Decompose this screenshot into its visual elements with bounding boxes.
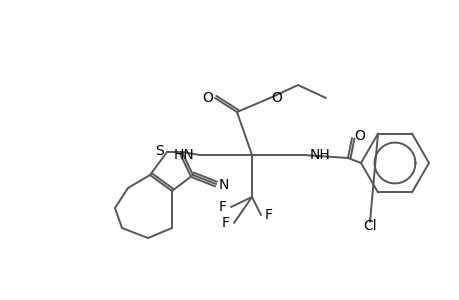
Text: O: O <box>354 129 364 143</box>
Text: F: F <box>264 208 272 222</box>
Text: HN: HN <box>173 148 194 162</box>
Text: F: F <box>218 200 226 214</box>
Text: S: S <box>155 144 164 158</box>
Text: F: F <box>222 216 230 230</box>
Text: Cl: Cl <box>363 219 376 233</box>
Text: NH: NH <box>309 148 330 162</box>
Text: O: O <box>271 91 282 105</box>
Text: O: O <box>202 91 213 105</box>
Text: N: N <box>218 178 229 192</box>
